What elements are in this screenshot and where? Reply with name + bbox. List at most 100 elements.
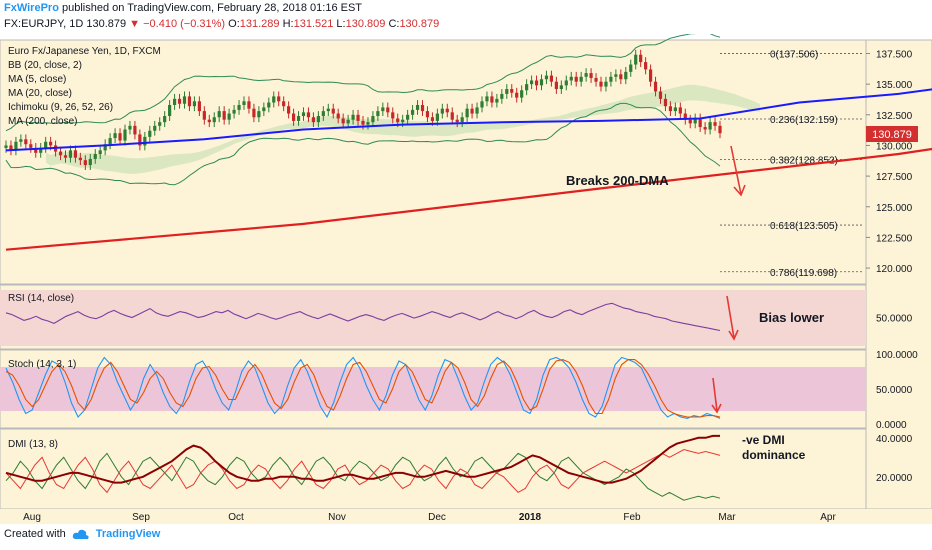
candle-body — [68, 150, 73, 158]
stoch-title: Stoch (14, 3, 1) — [8, 359, 76, 370]
candle-body — [63, 155, 68, 158]
candle-body — [83, 160, 87, 166]
stoch-k-line — [5, 356, 721, 419]
time-tick-label-1: Sep — [132, 512, 150, 523]
candle-body — [331, 108, 335, 114]
candle-body — [103, 144, 107, 151]
candle-body — [232, 109, 236, 114]
candle-body — [430, 117, 435, 121]
down-triangle-icon: ▼ — [129, 18, 141, 30]
candle-body — [197, 101, 201, 112]
candle-body — [500, 93, 504, 99]
candle-body — [525, 84, 529, 91]
candle-body — [465, 108, 469, 118]
rsi-title: RSI (14, close) — [8, 293, 74, 304]
price-tick-label-6: 122.500 — [876, 233, 913, 244]
candle-body — [658, 91, 663, 99]
legend-ma200: MA (200, close) — [8, 116, 77, 127]
dmi-minus-line — [5, 448, 721, 494]
chart-canvas[interactable]: 0(137.506) 0.236(132.159) 0.382(128.852) 0.… — [0, 34, 932, 524]
candle-body — [133, 125, 137, 135]
dmi-title: DMI (13, 8) — [8, 439, 58, 450]
candle-body — [410, 109, 415, 115]
publisher-name[interactable]: FxWirePro — [4, 2, 59, 14]
publish-info: published on TradingView.com, February 2… — [58, 2, 363, 14]
candle-body — [480, 101, 484, 108]
rsi-band — [0, 290, 866, 346]
open-value: 131.289 — [239, 18, 280, 30]
candle-body — [515, 92, 519, 98]
publish-header: FxWirePro published on TradingView.com, … — [4, 2, 932, 14]
candle-body — [569, 76, 573, 81]
candle-body — [192, 101, 197, 107]
time-tick-label-4: Dec — [428, 512, 446, 523]
candle-body — [336, 113, 340, 119]
candle-body — [470, 108, 474, 114]
ma200-line — [5, 147, 932, 251]
candle-body — [415, 104, 420, 110]
candle-body — [282, 101, 286, 107]
stoch-tick-label-1: 50.0000 — [876, 385, 913, 396]
dmi-adx-line — [5, 434, 720, 484]
candle-body — [559, 85, 563, 90]
candle-body — [589, 73, 593, 79]
symbol-label: FX:EURJPY, 1D — [4, 18, 84, 30]
candle-body — [14, 141, 18, 151]
candle-body — [306, 112, 311, 118]
candle-body — [237, 104, 241, 110]
candle-body — [619, 74, 623, 80]
footer: Created with TradingView — [4, 528, 160, 540]
candle-body — [242, 101, 246, 105]
price-tick-label-7: 120.000 — [876, 264, 913, 275]
candle-body — [708, 122, 712, 130]
candle-body — [668, 106, 673, 112]
time-tick-label-2: Oct — [228, 512, 244, 523]
candle-body — [49, 141, 53, 146]
candle-body — [217, 111, 221, 118]
last-price: 130.879 — [86, 18, 127, 30]
candle-body — [495, 98, 499, 103]
candle-body — [644, 62, 648, 70]
dmi-panel[interactable] — [0, 428, 867, 510]
candle-body — [247, 101, 251, 109]
bollinger-upper — [5, 34, 721, 132]
candle-body — [287, 106, 291, 114]
low-label: L: — [336, 18, 346, 30]
candle-body — [316, 116, 320, 123]
candle-body — [182, 96, 187, 104]
low-value: 130.809 — [345, 18, 386, 30]
time-tick-label-8: Apr — [820, 512, 836, 523]
candle-body — [455, 119, 459, 123]
time-tick-label-0: Aug — [23, 512, 41, 523]
candle-body — [277, 96, 281, 102]
time-tick-label-3: Nov — [328, 512, 346, 523]
candle-body — [272, 96, 276, 103]
stoch-d-line — [5, 359, 721, 418]
legend-ichimoku: Ichimoku (9, 26, 52, 26) — [8, 102, 113, 113]
candle-body — [673, 107, 677, 112]
fib-label-1: 0.236(132.159) — [770, 115, 838, 126]
candle-body — [460, 117, 464, 123]
candle-body — [29, 144, 33, 148]
candle-body — [634, 54, 638, 65]
candle-body — [386, 107, 390, 113]
candle-body — [207, 119, 211, 123]
candle-body — [118, 133, 122, 141]
candle-body — [311, 117, 316, 123]
candle-body — [703, 127, 707, 130]
footer-tradingview[interactable]: TradingView — [95, 528, 161, 540]
time-axis[interactable] — [0, 509, 932, 524]
candle-body — [529, 80, 534, 85]
candle-body — [138, 134, 142, 146]
price-axis[interactable] — [865, 39, 932, 510]
last-price-tag-value: 130.879 — [872, 129, 912, 141]
candle-body — [599, 81, 603, 87]
candle-body — [356, 114, 360, 121]
candle-body — [296, 116, 301, 121]
candle-body — [520, 90, 524, 98]
candle-body — [73, 150, 78, 158]
candle-body — [321, 111, 325, 117]
candle-body — [78, 157, 82, 161]
candle-body — [267, 102, 271, 108]
candle-body — [123, 129, 127, 141]
